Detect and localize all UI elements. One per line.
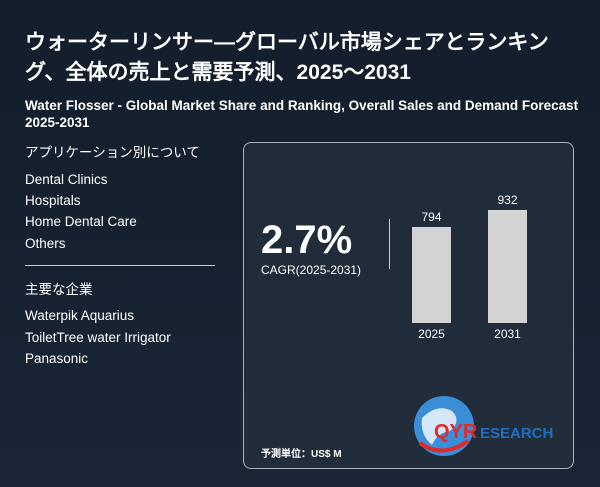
cagr-value: 2.7% <box>261 218 353 262</box>
unit-label: 予測単位：US$ M <box>261 449 342 460</box>
application-item: Hospitals <box>25 193 81 208</box>
company-item: Panasonic <box>25 351 89 366</box>
page-title: ウォーターリンサー—グローバル市場シェアとランキング、全体の売上と需要予測、20… <box>25 31 549 84</box>
bar-2025 <box>412 226 451 323</box>
applications-heading: アプリケーション別について <box>25 145 200 160</box>
application-item: Others <box>25 236 66 251</box>
application-item: Dental Clinics <box>25 172 108 187</box>
separator <box>389 219 390 269</box>
bar-value-label: 794 <box>421 209 442 224</box>
company-item: ToiletTree water Irrigator <box>25 330 171 345</box>
bar-value-label: 932 <box>497 193 518 208</box>
companies-heading: 主要な企業 <box>25 282 93 297</box>
bar-category-label: 2031 <box>494 327 521 341</box>
cagr-label: CAGR(2025-2031) <box>261 263 362 277</box>
page-subtitle: Water Flosser - Global Market Share and … <box>25 98 579 130</box>
application-item: Home Dental Care <box>25 214 137 229</box>
bar-category-label: 2025 <box>418 327 445 341</box>
forecast-card: 2.7% CAGR(2025-2031) 794 2025 932 2031 QYR … <box>243 142 574 469</box>
svg-text:ESEARCH: ESEARCH <box>480 425 553 442</box>
divider <box>25 265 215 266</box>
company-item: Waterpik Aquarius <box>25 308 135 323</box>
bar-2031 <box>488 210 527 323</box>
svg-text:QYR: QYR <box>434 421 478 443</box>
qyresearch-logo: QYR ESEARCH <box>412 393 562 463</box>
